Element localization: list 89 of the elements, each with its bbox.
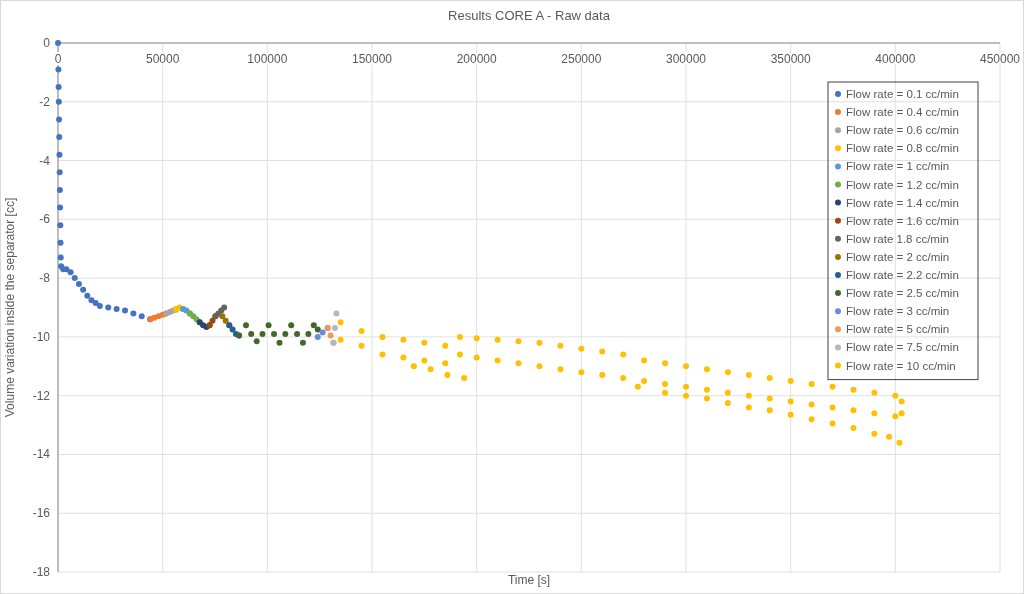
point: [96, 303, 103, 310]
y-tick-label: -12: [32, 388, 51, 403]
legend-label: Flow rate 1.8 cc/min: [846, 232, 949, 245]
point: [67, 269, 74, 276]
point: [55, 84, 62, 91]
legend-label: Flow rate = 1 cc/min: [846, 160, 950, 173]
legend-label: Flow rate = 1.2 cc/min: [846, 178, 959, 191]
point: [282, 330, 289, 337]
x-tick-label: 400000: [875, 52, 916, 66]
point: [219, 313, 226, 320]
point: [56, 134, 63, 141]
x-tick-label: 250000: [561, 52, 602, 66]
point: [209, 317, 216, 324]
legend-label: Flow rate = 0.8 cc/min: [846, 142, 959, 155]
point: [56, 186, 63, 193]
point: [55, 40, 61, 46]
point: [88, 297, 95, 304]
point: [222, 317, 229, 324]
point: [271, 330, 278, 337]
legend-label: Flow rate = 7.5 cc/min: [846, 341, 959, 354]
legend-label: Flow rate = 10 cc/min: [846, 359, 956, 372]
legend-label: Flow rate = 1.6 cc/min: [846, 214, 959, 227]
y-axis-title: Volume variation inside the separator [cc]: [3, 197, 17, 418]
chart-title: Results CORE A - Raw data: [448, 8, 611, 23]
legend-label: Flow rate = 2.2 cc/min: [846, 269, 959, 281]
x-tick-label: 0: [54, 52, 62, 66]
y-tick-label: -14: [32, 447, 51, 462]
legend-label: Flow rate = 1.4 cc/min: [846, 196, 959, 209]
point: [57, 204, 64, 211]
point: [57, 254, 64, 261]
point: [56, 116, 63, 123]
point: [56, 151, 63, 158]
point: [242, 322, 249, 329]
point: [333, 310, 340, 317]
y-tick-label: -8: [39, 271, 51, 286]
point: [229, 326, 236, 333]
y-tick-label: -16: [32, 506, 51, 521]
point: [55, 98, 62, 105]
point: [305, 330, 312, 337]
point: [55, 66, 62, 73]
legend-label: Flow rate = 2 cc/min: [846, 250, 950, 263]
point: [75, 280, 82, 287]
point: [310, 322, 317, 329]
point: [138, 313, 145, 320]
legend-label: Flow rate = 0.1 cc/min: [846, 88, 959, 100]
point: [276, 339, 283, 346]
y-tick-label: -4: [39, 153, 51, 168]
x-axis-title: Time [s]: [507, 573, 551, 587]
point: [92, 300, 99, 307]
x-tick-label: 50000: [145, 52, 180, 66]
y-tick-label: -2: [39, 94, 51, 109]
point: [71, 275, 78, 282]
point: [253, 338, 260, 345]
x-tick-label: 350000: [770, 52, 812, 66]
legend-label: Flow rate = 0.6 cc/min: [846, 124, 959, 137]
point: [130, 310, 137, 317]
point: [248, 330, 255, 337]
legend-label: Flow rate = 0.4 cc/min: [846, 106, 959, 119]
point: [294, 330, 301, 337]
legend-label: Flow rate = 2.5 cc/min: [846, 287, 959, 300]
x-tick-label: 100000: [247, 52, 288, 66]
point: [288, 322, 295, 329]
point: [56, 169, 63, 176]
point: [265, 322, 272, 329]
point: [113, 305, 120, 312]
point: [314, 326, 321, 333]
point: [121, 307, 128, 314]
y-tick-label: -18: [32, 565, 51, 579]
point: [84, 292, 91, 299]
point: [259, 330, 266, 337]
x-tick-label: 300000: [665, 52, 707, 66]
y-tick-label: 0: [43, 36, 51, 50]
point: [314, 333, 321, 340]
point: [319, 329, 326, 336]
point: [327, 332, 334, 339]
x-tick-label: 200000: [456, 52, 498, 66]
point: [57, 239, 64, 246]
y-tick-label: -6: [39, 212, 51, 227]
point: [331, 325, 338, 332]
point: [57, 222, 64, 229]
y-tick-label: -10: [32, 329, 51, 344]
point: [155, 313, 162, 320]
x-tick-label: 450000: [979, 52, 1021, 66]
legend-label: Flow rate = 3 cc/min: [846, 305, 950, 318]
point: [80, 286, 87, 293]
point: [105, 304, 112, 311]
x-tick-label: 150000: [351, 52, 393, 66]
legend-label: Flow rate = 5 cc/min: [846, 323, 950, 336]
point: [299, 339, 306, 346]
